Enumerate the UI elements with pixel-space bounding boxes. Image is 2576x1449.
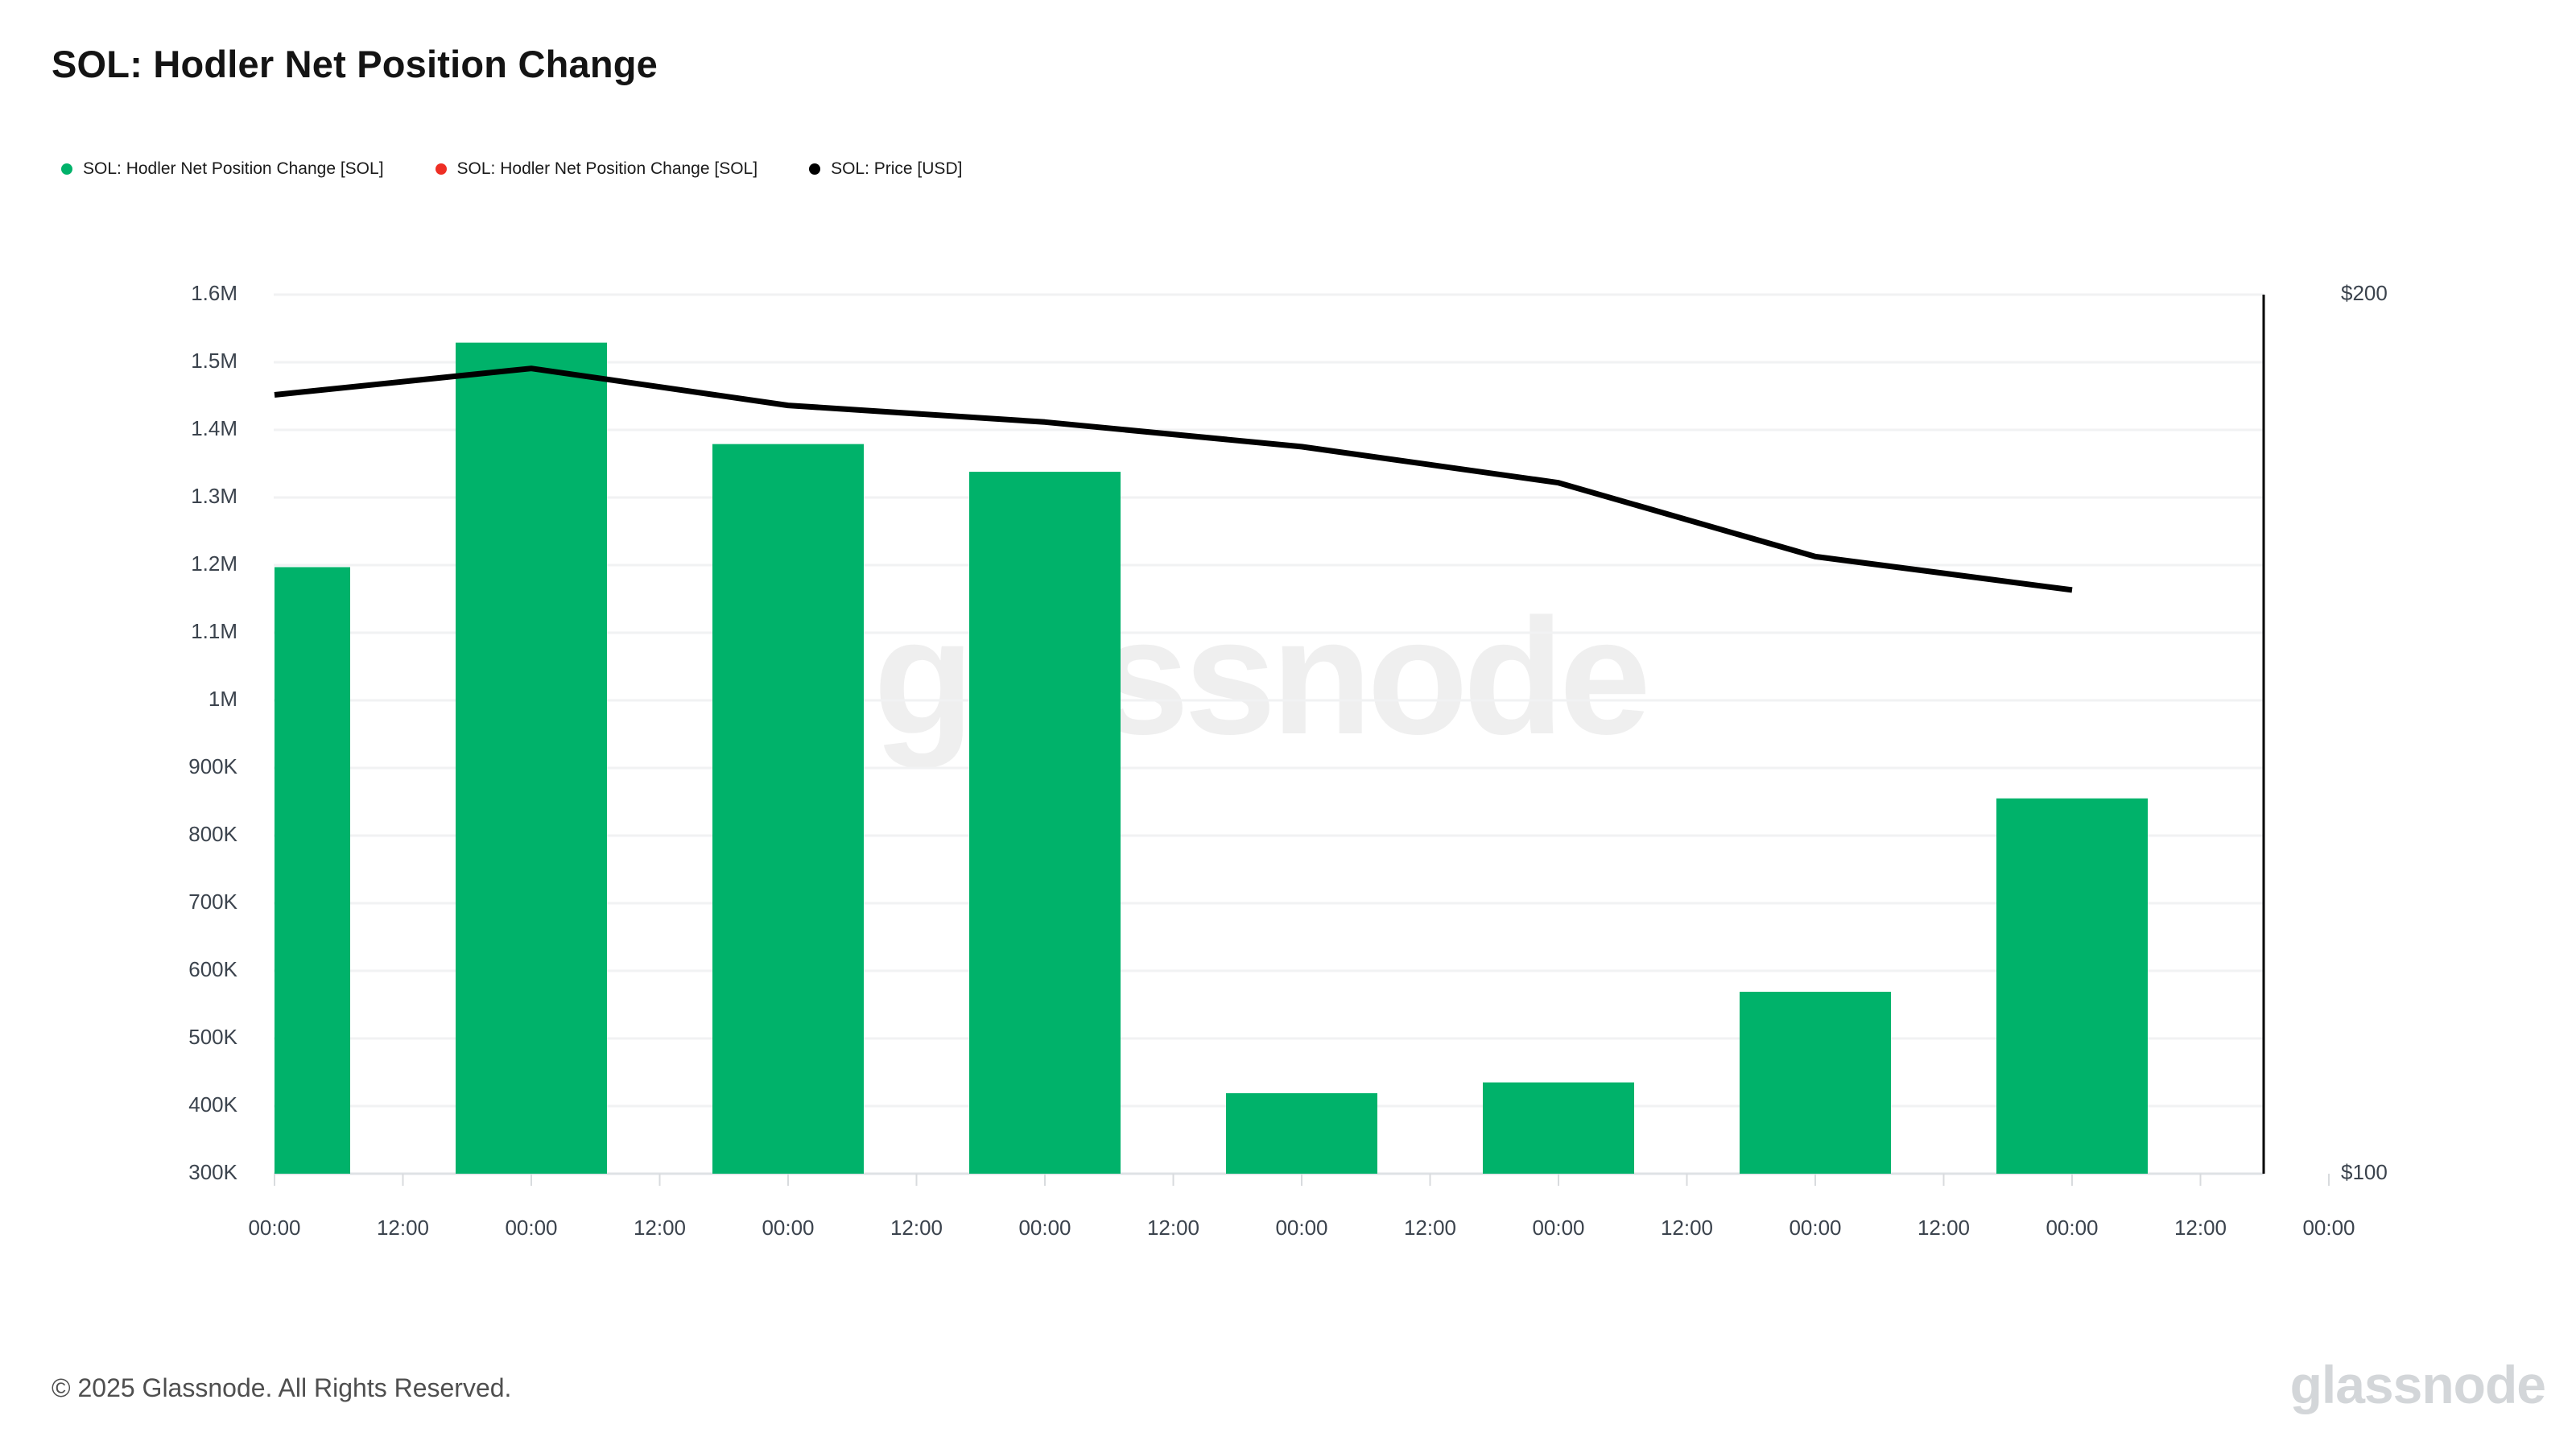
x-axis-label: 00:00 [2302,1216,2355,1240]
bar-hodler-net-position[interactable] [456,342,607,1174]
y-axis-label: 1M [208,687,237,711]
legend-label: SOL: Hodler Net Position Change [SOL] [83,159,384,178]
x-axis-label: 00:00 [1018,1216,1071,1240]
bar-hodler-net-position[interactable] [969,472,1121,1174]
x-axis-label: 00:00 [2046,1216,2099,1240]
x-axis-label: 12:00 [1403,1216,1457,1240]
legend-dot-red-icon [435,163,447,175]
x-axis-label: 00:00 [1532,1216,1585,1240]
legend-label: SOL: Hodler Net Position Change [SOL] [456,159,758,178]
y-axis-label: 400K [188,1092,237,1117]
y-axis-label: 900K [188,754,237,778]
y-axis-label: 700K [188,890,237,914]
bar-hodler-net-position[interactable] [1996,798,2148,1174]
legend-dot-green-icon [61,163,72,175]
y-axis-label: 1.6M [191,281,237,305]
y-axis-label: 1.1M [191,619,237,643]
x-axis-label: 12:00 [2174,1216,2227,1240]
x-axis-label: 12:00 [1917,1216,1971,1240]
x-axis-label: 12:00 [890,1216,943,1240]
x-axis-label: 00:00 [505,1216,558,1240]
bar-hodler-net-position[interactable] [275,567,350,1174]
x-axis-label: 12:00 [1660,1216,1714,1240]
x-axis-label: 00:00 [1275,1216,1328,1240]
x-axis-label: 00:00 [248,1216,301,1240]
bar-hodler-net-position[interactable] [1226,1093,1377,1174]
legend-label: SOL: Price [USD] [831,159,963,178]
y-axis-label: 300K [188,1160,237,1184]
page-title: SOL: Hodler Net Position Change [52,43,658,85]
legend-dot-black-icon [809,163,821,175]
chart-legend: SOL: Hodler Net Position Change [SOL] SO… [61,159,962,179]
y-axis-label: 1.4M [191,416,237,440]
x-axis-label: 12:00 [633,1216,687,1240]
right-axis-label: $100 [2341,1160,2388,1184]
legend-item-hodler-net-position-negative[interactable]: SOL: Hodler Net Position Change [SOL] [435,159,758,179]
glassnode-watermark-corner: glassnode [2289,1355,2546,1414]
bar-hodler-net-position[interactable] [1483,1082,1634,1174]
x-axis-label: 00:00 [762,1216,815,1240]
y-axis-label: 800K [188,822,237,846]
bar-hodler-net-position[interactable] [1740,992,1891,1174]
copyright-footer: © 2025 Glassnode. All Rights Reserved. [52,1373,512,1402]
y-axis-label: 1.3M [191,484,237,508]
y-axis-label: 1.2M [191,551,237,576]
x-axis-label: 12:00 [1146,1216,1200,1240]
x-axis-label: 12:00 [376,1216,430,1240]
y-axis-label: 600K [188,957,237,981]
y-axis-label: 1.5M [191,349,237,373]
y-axis-label: 500K [188,1025,237,1049]
legend-item-price[interactable]: SOL: Price [USD] [809,159,962,179]
legend-item-hodler-net-position-positive[interactable]: SOL: Hodler Net Position Change [SOL] [61,159,384,179]
bar-hodler-net-position[interactable] [712,444,864,1174]
right-axis-label: $200 [2341,281,2388,305]
x-axis-label: 00:00 [1789,1216,1842,1240]
price-line[interactable] [274,365,2073,593]
